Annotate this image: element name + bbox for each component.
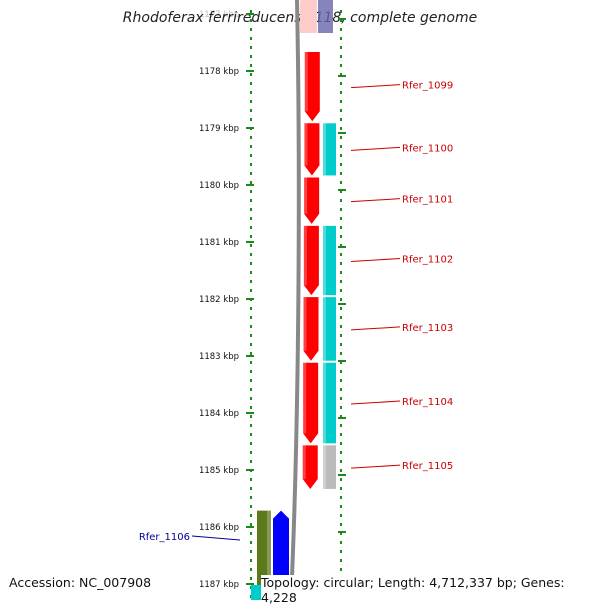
partial-match-block [318, 0, 333, 33]
reverse-match-highlight [267, 510, 271, 600]
gene-arrow-highlight [304, 52, 308, 112]
tick-mark [246, 526, 254, 528]
match-block [323, 362, 336, 444]
gene-arrow-highlight [303, 297, 307, 351]
gene-arrow [302, 445, 318, 489]
partial-gene [300, 0, 317, 33]
tick-label: 1177 kbp [199, 10, 239, 20]
gene-arrow-highlight [303, 225, 307, 286]
leader-line [350, 84, 401, 89]
tick-label: 1186 kbp [199, 523, 239, 533]
leader-line [350, 464, 401, 469]
gene-label: Rfer_1105 [402, 461, 453, 472]
tick-mark [246, 298, 254, 300]
match-highlight [323, 123, 326, 176]
match-highlight [323, 362, 326, 444]
minor-tick [338, 417, 346, 419]
gene-label: Rfer_1101 [402, 195, 453, 206]
gene-label: Rfer_1099 [402, 81, 453, 92]
match-block [323, 225, 336, 296]
gene-arrow-highlight [304, 123, 308, 166]
gene-label: Rfer_1104 [402, 397, 453, 408]
minor-tick [338, 75, 346, 77]
tick-mark [246, 412, 254, 414]
minor-tick [338, 132, 346, 134]
gene-arrow [303, 225, 319, 296]
leader-line [350, 198, 401, 203]
tick-mark [246, 469, 254, 471]
gene-labels: Rfer_1099 Rfer_1100 Rfer_1101 Rfer_1102 Rfer… [139, 81, 453, 543]
leader-line [350, 326, 401, 331]
scale-ticks: 1177 kbp 1178 kbp 1179 kbp 1180 kbp 1181 kbp… [199, 10, 346, 590]
leader-line [350, 258, 401, 263]
tick-label: 1185 kbp [199, 466, 239, 476]
match-highlight [323, 297, 326, 361]
tick-mark [246, 127, 254, 129]
minor-tick [338, 303, 346, 305]
leader-line [191, 535, 241, 541]
accession-label: Accession: NC_007908 [9, 575, 152, 590]
gene-arrow-highlight [302, 445, 306, 479]
gene-arrow [304, 123, 320, 176]
tick-mark [246, 70, 254, 72]
match-highlight [323, 445, 326, 489]
gene-arrow [303, 297, 319, 361]
gene-arrow [303, 362, 319, 444]
gene-arrow-highlight [304, 177, 308, 214]
backbone-line [289, 0, 301, 600]
match-block [323, 123, 336, 176]
leader-line [350, 400, 401, 405]
minor-tick [338, 360, 346, 362]
tick-mark [246, 583, 254, 585]
minor-tick [338, 246, 346, 248]
tick-mark [246, 355, 254, 357]
leader-line [350, 146, 401, 151]
gene-arrow [304, 177, 320, 224]
minor-tick [338, 531, 346, 533]
tick-label: 1180 kbp [199, 181, 239, 191]
tick-label: 1181 kbp [199, 238, 239, 248]
tick-label: 1184 kbp [199, 409, 239, 419]
minor-tick [338, 189, 346, 191]
genome-summary: Topology: circular; Length: 4,712,337 bp… [261, 575, 600, 605]
minor-tick [338, 18, 346, 20]
tick-label: 1182 kbp [199, 295, 239, 305]
gene-arrow [304, 52, 320, 122]
tick-label: 1183 kbp [199, 352, 239, 362]
tick-mark [246, 241, 254, 243]
tick-label: 1187 kbp [199, 580, 239, 590]
match-block [323, 297, 336, 361]
match-block [323, 445, 336, 489]
gene-label: Rfer_1103 [402, 323, 453, 334]
match-highlight [323, 225, 326, 296]
gene-label: Rfer_1102 [402, 255, 453, 266]
genome-backbone [289, 0, 301, 600]
gene-arrow-highlight [303, 362, 307, 434]
tick-label: 1179 kbp [199, 124, 239, 134]
tick-mark [246, 13, 254, 15]
minor-tick [338, 474, 346, 476]
gene-label: Rfer_1106 [139, 532, 190, 543]
tick-mark [246, 184, 254, 186]
gene-label: Rfer_1100 [402, 143, 453, 154]
tick-label: 1178 kbp [199, 67, 239, 77]
